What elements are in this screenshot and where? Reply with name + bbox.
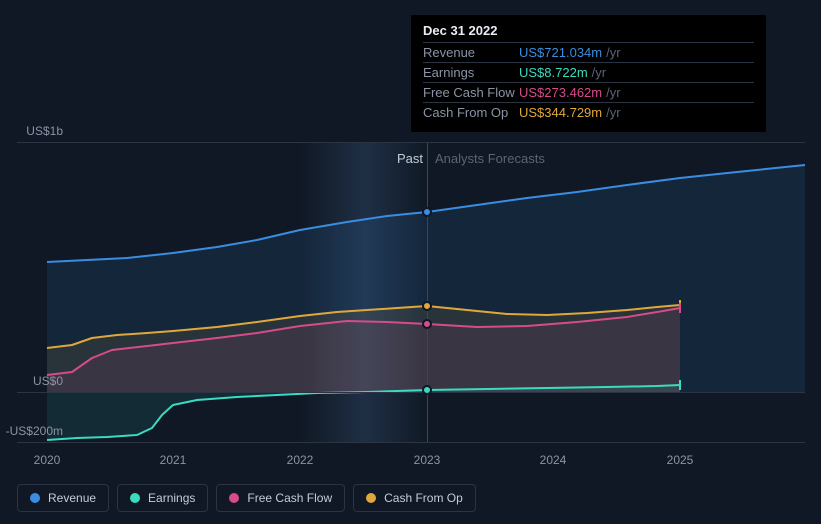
legend-swatch: [366, 493, 376, 503]
legend-label: Revenue: [48, 491, 96, 505]
tooltip-row-label: Free Cash Flow: [423, 85, 519, 100]
gridline: [17, 442, 805, 443]
tooltip-row-label: Revenue: [423, 45, 519, 60]
legend-item[interactable]: Revenue: [17, 484, 109, 512]
gridline: [17, 142, 805, 143]
tooltip-row: Cash From OpUS$344.729m/yr: [423, 102, 754, 122]
tooltip-row-unit: /yr: [592, 65, 606, 80]
tooltip-row: EarningsUS$8.722m/yr: [423, 62, 754, 82]
tooltip-row: Free Cash FlowUS$273.462m/yr: [423, 82, 754, 102]
forecast-divider: [427, 143, 428, 443]
marker-revenue: [422, 207, 432, 217]
tooltip-row-unit: /yr: [606, 105, 620, 120]
legend-label: Earnings: [148, 491, 195, 505]
y-axis-label: US$1b: [26, 124, 63, 138]
gridline: [17, 392, 805, 393]
y-axis-label: -US$200m: [6, 424, 63, 438]
x-axis-label: 2022: [287, 453, 314, 467]
legend-item[interactable]: Earnings: [117, 484, 208, 512]
marker-free_cash_flow: [422, 319, 432, 329]
x-axis-label: 2023: [414, 453, 441, 467]
forecast-label: Analysts Forecasts: [435, 151, 545, 166]
tooltip-row-label: Earnings: [423, 65, 519, 80]
tooltip-row-unit: /yr: [606, 85, 620, 100]
legend-swatch: [30, 493, 40, 503]
tooltip-date: Dec 31 2022: [423, 23, 754, 42]
chart-legend: Revenue Earnings Free Cash Flow Cash From O…: [17, 484, 476, 512]
marker-earnings: [422, 385, 432, 395]
tooltip-row: RevenueUS$721.034m/yr: [423, 42, 754, 62]
tooltip-row-unit: /yr: [606, 45, 620, 60]
legend-swatch: [229, 493, 239, 503]
chart-tooltip: Dec 31 2022 RevenueUS$721.034m/yrEarning…: [411, 15, 766, 132]
legend-item[interactable]: Free Cash Flow: [216, 484, 345, 512]
legend-label: Free Cash Flow: [247, 491, 332, 505]
tooltip-row-value: US$8.722m/yr: [519, 65, 606, 80]
legend-item[interactable]: Cash From Op: [353, 484, 476, 512]
y-axis-label: US$0: [33, 374, 63, 388]
tooltip-row-value: US$721.034m/yr: [519, 45, 621, 60]
marker-cash_from_op: [422, 301, 432, 311]
x-axis-label: 2024: [540, 453, 567, 467]
past-label: Past: [397, 151, 423, 166]
legend-label: Cash From Op: [384, 491, 463, 505]
tooltip-row-value: US$344.729m/yr: [519, 105, 621, 120]
x-axis-label: 2025: [667, 453, 694, 467]
tooltip-row-label: Cash From Op: [423, 105, 519, 120]
legend-swatch: [130, 493, 140, 503]
tooltip-rows: RevenueUS$721.034m/yrEarningsUS$8.722m/y…: [423, 42, 754, 122]
x-axis-label: 2021: [160, 453, 187, 467]
tooltip-row-value: US$273.462m/yr: [519, 85, 621, 100]
x-axis-label: 2020: [34, 453, 61, 467]
